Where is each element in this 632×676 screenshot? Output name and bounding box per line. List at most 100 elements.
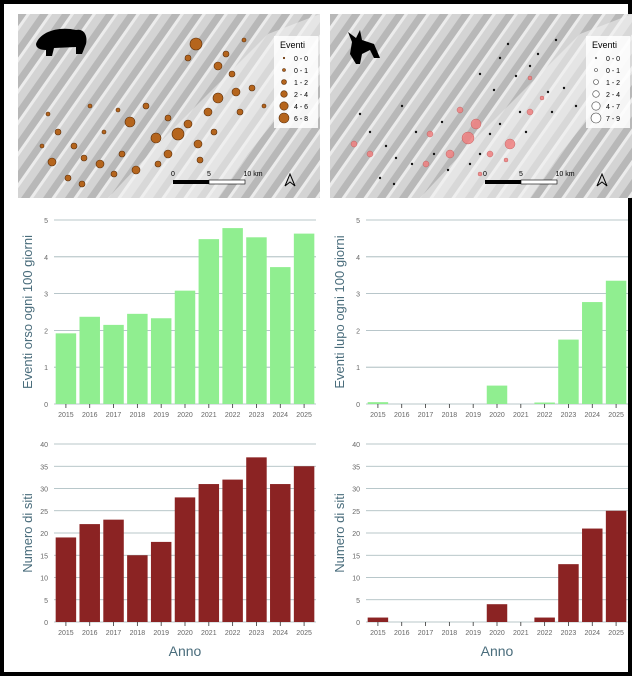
legend-items: 0 - 0 0 - 1 1 - 2 2 - 4 4 - 7 7 - 9 [590, 56, 620, 124]
bear-event-marker [261, 103, 267, 109]
legend-label: 4 - 7 [606, 104, 620, 111]
wolf-zero-event-marker [498, 122, 502, 126]
x-tick-label: 2021 [201, 630, 217, 637]
x-tick-label: 2020 [177, 412, 193, 419]
bear-event-marker [193, 139, 203, 149]
x-tick-label: 2022 [225, 630, 241, 637]
wolf-zero-event-marker [492, 88, 496, 92]
wolf-zero-event-marker [368, 130, 372, 134]
x-tick-label: 2024 [272, 412, 288, 419]
legend-symbol [282, 56, 286, 60]
wolf-zero-event-marker [358, 112, 362, 116]
legend-label: 2 - 4 [606, 92, 620, 99]
bear-event-marker [196, 156, 204, 164]
y-tick-label: 20 [40, 531, 48, 538]
x-tick-label: 2025 [608, 412, 624, 419]
bear-event-marker [183, 119, 193, 129]
wolf-zero-event-marker [518, 110, 522, 114]
bear-event-marker [212, 92, 224, 104]
wolf-event-marker [445, 149, 455, 159]
bear-event-marker [222, 50, 230, 58]
y-tick-label: 30 [40, 487, 48, 494]
y-tick-label: 40 [352, 442, 360, 449]
x-tick-label: 2018 [130, 412, 146, 419]
wolf-event-marker [422, 160, 430, 168]
bear-event-marker [80, 154, 88, 162]
y-tick-label: 15 [40, 553, 48, 560]
bear-event-marker [154, 160, 162, 168]
y-tick-label: 5 [44, 218, 48, 225]
x-tick-label: 2024 [272, 630, 288, 637]
x-tick-label: 2015 [370, 412, 386, 419]
wolf-zero-event-marker [554, 38, 558, 42]
bear-events-chart-svg: 0 1 2 3 4 5 2015 2016 2017 2018 2019 2020 2021 2022 20… [20, 218, 316, 419]
legend-title: Eventi [280, 40, 305, 50]
bear-event-marker [110, 170, 118, 178]
bar-2025 [293, 233, 315, 404]
y-tick-label: 0 [44, 402, 48, 409]
wolf-map-svg: Eventi 0 - 0 0 - 1 1 - 2 2 - 4 4 - 7 7 - 9 0 … [330, 14, 632, 198]
bar-2023 [558, 564, 579, 622]
bear-event-marker [115, 107, 121, 113]
wolf-zero-event-marker [414, 130, 418, 134]
bar-2020 [486, 604, 508, 622]
wolf-zero-event-marker [400, 104, 404, 108]
x-tick-label: 2018 [442, 630, 458, 637]
y-tick-label: 25 [352, 509, 360, 516]
legend-label: 0 - 0 [606, 56, 620, 63]
wolf-zero-event-marker [524, 130, 528, 134]
north-arrow-icon [284, 172, 296, 187]
bear-event-marker [47, 157, 57, 167]
x-tick-label: 2019 [153, 630, 169, 637]
wolf-event-marker [426, 130, 434, 138]
bar-2025 [605, 280, 627, 404]
bar-2016 [79, 316, 100, 404]
bear-event-marker [87, 103, 93, 109]
x-tick-label: 2020 [489, 412, 505, 419]
y-tick-label: 3 [44, 292, 48, 299]
wolf-zero-event-marker [410, 162, 414, 166]
legend-title: Eventi [592, 40, 617, 50]
wolf-event-marker [503, 157, 509, 163]
wolf-zero-event-marker [550, 110, 554, 114]
x-tick-label: 2024 [584, 630, 600, 637]
bar-2023 [246, 237, 267, 404]
bear-silhouette-icon [36, 28, 87, 56]
y-tick-label: 1 [44, 365, 48, 372]
y-tick-label: 0 [44, 620, 48, 627]
y-tick-label: 0 [356, 620, 360, 627]
scale-bar-dark [173, 180, 209, 184]
wolf-event-marker [477, 171, 483, 177]
wolf-zero-event-marker [432, 152, 436, 156]
y-axis-label: Eventi orso ogni 100 giorni [20, 235, 35, 389]
bear-event-marker [236, 108, 244, 116]
scale-label-10: 10 km [243, 171, 262, 178]
wolf-events-chart-svg: 0 1 2 3 4 5 2015 2016 2017 2018 2019 2020 2021 2022 20… [332, 218, 628, 419]
bar-2018 [127, 313, 148, 404]
wolf-zero-event-marker [506, 42, 510, 46]
x-tick-label: 2015 [58, 412, 74, 419]
bear-map-panel: Eventi 0 - 0 0 - 1 1 - 2 2 - 4 4 - 6 6 - 8 0 … [18, 14, 320, 198]
y-tick-label: 0 [356, 402, 360, 409]
wolf-zero-event-marker [498, 56, 502, 60]
legend-symbol [594, 56, 598, 60]
legend-label: 4 - 6 [294, 104, 308, 111]
y-axis-label: Eventi lupo ogni 100 giorni [332, 235, 347, 388]
wolf-zero-event-marker [562, 86, 566, 90]
scale-bar-light [208, 179, 246, 185]
bar-2019 [150, 318, 172, 404]
wolf-zero-event-marker [536, 52, 540, 56]
legend-label: 1 - 2 [606, 80, 620, 87]
valley-floor [420, 14, 632, 198]
wolf-event-markers [350, 38, 578, 186]
x-tick-label: 2025 [296, 630, 312, 637]
wolf-zero-event-marker [384, 144, 388, 148]
x-tick-label: 2023 [561, 630, 577, 637]
wolf-zero-event-marker [394, 156, 398, 160]
x-tick-label: 2024 [584, 412, 600, 419]
wolf-zero-event-marker [514, 74, 518, 78]
y-tick-label: 10 [40, 576, 48, 583]
x-tick-label: 2018 [130, 630, 146, 637]
x-tick-label: 2020 [489, 630, 505, 637]
x-tick-label: 2021 [513, 630, 529, 637]
